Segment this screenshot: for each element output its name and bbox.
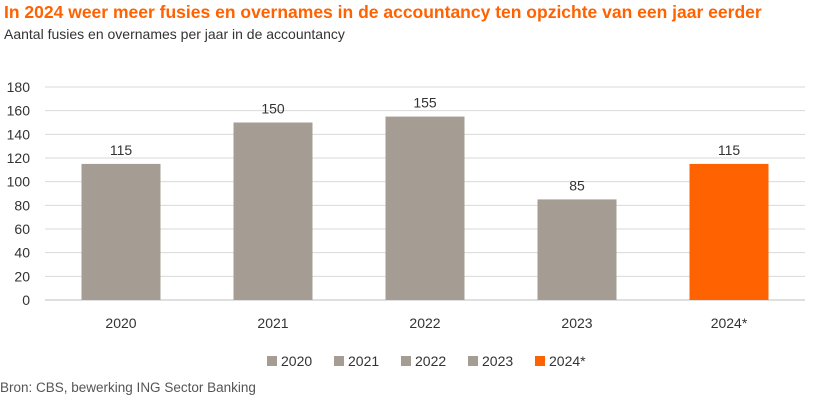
legend-label: 2023 (482, 353, 513, 369)
bar (81, 163, 161, 300)
legend-label: 2020 (281, 353, 312, 369)
bar (689, 163, 769, 300)
x-tick-label: 2024* (711, 315, 748, 331)
legend-label: 2024* (549, 353, 586, 369)
legend-swatch (334, 356, 344, 366)
x-tick-label: 2022 (409, 315, 440, 331)
y-tick-label: 180 (7, 79, 31, 95)
y-tick-label: 0 (22, 292, 30, 308)
y-tick-label: 60 (14, 221, 30, 237)
data-label: 85 (569, 177, 585, 193)
bar (233, 122, 313, 300)
bar-chart: 0 20 40 60 80 100 120 140 160 180 115 2020 150 2021 15… (7, 79, 805, 369)
bar (537, 199, 617, 300)
x-tick-label: 2021 (257, 315, 288, 331)
legend-swatch (468, 356, 478, 366)
bar (385, 116, 465, 300)
data-label: 115 (718, 142, 741, 158)
y-tick-label: 120 (7, 150, 31, 166)
y-tick-label: 20 (14, 268, 30, 284)
chart-subtitle: Aantal fusies en overnames per jaar in d… (4, 26, 345, 42)
legend-swatch (535, 356, 545, 366)
legend-label: 2022 (415, 353, 446, 369)
data-label: 155 (413, 95, 437, 111)
data-label: 115 (110, 142, 133, 158)
y-tick-label: 80 (14, 197, 30, 213)
data-label: 150 (261, 101, 285, 117)
x-tick-label: 2020 (105, 315, 136, 331)
x-tick-label: 2023 (561, 315, 592, 331)
legend-swatch (267, 356, 277, 366)
y-tick-label: 40 (14, 245, 30, 261)
y-tick-label: 100 (7, 174, 31, 190)
legend-label: 2021 (348, 353, 379, 369)
y-tick-label: 160 (7, 103, 31, 119)
legend-swatch (401, 356, 411, 366)
source-note: Bron: CBS, bewerking ING Sector Banking (0, 380, 256, 395)
y-tick-label: 140 (7, 126, 31, 142)
chart-title: In 2024 weer meer fusies en overnames in… (4, 2, 762, 22)
